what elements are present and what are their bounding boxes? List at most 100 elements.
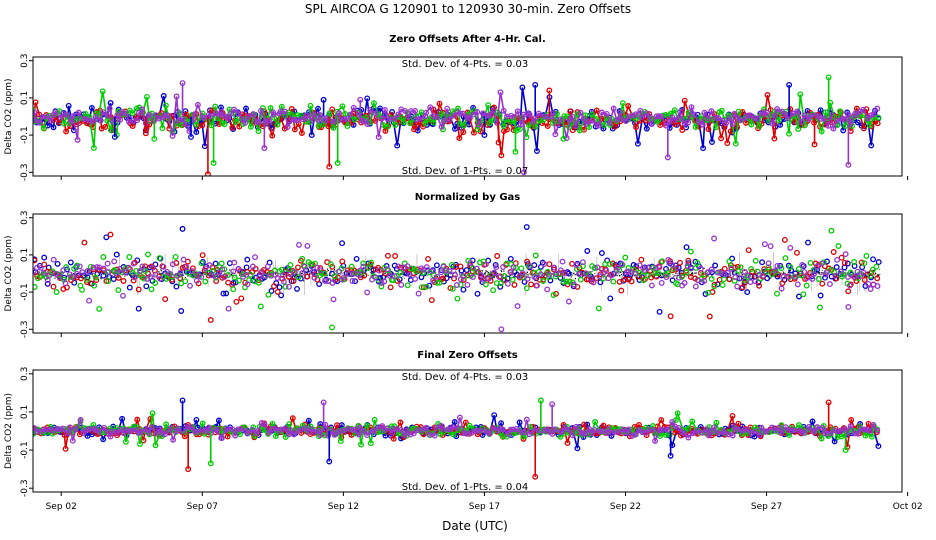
data-point xyxy=(460,272,467,279)
data-point xyxy=(434,113,441,120)
data-point xyxy=(266,117,272,124)
data-point xyxy=(874,283,881,290)
data-point xyxy=(608,432,615,439)
data-point xyxy=(25,117,30,122)
baseline-point xyxy=(351,273,353,275)
data-point xyxy=(18,277,23,282)
baseline-point xyxy=(614,270,616,272)
data-point xyxy=(609,260,616,267)
data-point xyxy=(875,259,882,266)
data-point xyxy=(41,261,48,268)
data-point xyxy=(25,274,30,279)
baseline-point xyxy=(329,274,331,277)
data-point xyxy=(541,261,548,267)
data-point xyxy=(564,440,571,447)
baseline-point xyxy=(739,274,741,276)
data-point xyxy=(90,422,97,428)
data-point xyxy=(819,280,826,287)
baseline-point xyxy=(309,273,311,275)
baseline-point xyxy=(703,267,705,269)
data-point xyxy=(845,288,852,295)
data-point xyxy=(129,110,136,117)
spike-point xyxy=(523,224,530,230)
data-point xyxy=(105,268,112,275)
data-point xyxy=(100,254,107,260)
baseline-point xyxy=(741,274,743,276)
baseline-point xyxy=(879,273,881,276)
data-point xyxy=(504,126,510,133)
data-point xyxy=(274,275,281,281)
data-point xyxy=(57,114,64,121)
baseline-point xyxy=(485,270,487,272)
data-point xyxy=(747,112,754,119)
baseline-point xyxy=(342,272,344,274)
data-point xyxy=(25,279,30,284)
data-point xyxy=(745,112,752,119)
data-point xyxy=(571,281,577,288)
data-point xyxy=(801,112,808,119)
spike-point xyxy=(512,148,519,155)
data-point xyxy=(20,108,25,113)
data-point xyxy=(422,120,429,127)
data-point xyxy=(329,279,336,286)
data-point xyxy=(18,267,23,272)
data-point xyxy=(395,263,402,270)
baseline-point xyxy=(378,269,381,271)
data-point xyxy=(94,264,100,271)
data-point xyxy=(550,120,556,127)
data-point xyxy=(423,109,430,116)
data-point xyxy=(113,251,120,258)
data-point xyxy=(133,267,140,274)
data-point xyxy=(63,264,70,271)
x-tick-label: Sep 12 xyxy=(328,502,359,512)
data-point xyxy=(100,272,107,279)
data-point xyxy=(597,279,604,286)
data-point xyxy=(600,125,607,132)
data-point xyxy=(870,256,877,263)
data-point xyxy=(771,268,778,275)
data-point xyxy=(250,111,257,118)
data-point xyxy=(199,122,206,129)
data-point xyxy=(107,433,114,440)
data-point xyxy=(75,109,82,116)
data-point xyxy=(149,410,156,417)
data-point xyxy=(457,281,464,288)
baseline-point xyxy=(636,278,638,280)
baseline-point xyxy=(873,274,876,276)
data-point xyxy=(855,430,862,437)
data-point xyxy=(126,254,133,260)
data-point xyxy=(347,111,354,118)
spike-point xyxy=(786,81,793,88)
y-tick-label: 0.1 xyxy=(20,405,30,419)
baseline-point xyxy=(688,274,690,276)
data-point xyxy=(464,281,471,288)
data-point xyxy=(708,428,715,435)
data-point xyxy=(134,416,141,423)
panel-1: Zero Offsets After 4-Hr. Cal.-0.3-0.10.1… xyxy=(4,34,909,181)
std-dev-4pts: Std. Dev. of 4-Pts. = 0.03 xyxy=(402,372,528,383)
data-point xyxy=(364,289,371,296)
data-point xyxy=(834,117,841,124)
data-point xyxy=(772,427,779,434)
data-point xyxy=(687,248,694,255)
data-point xyxy=(281,108,288,115)
data-point xyxy=(705,115,712,122)
data-point xyxy=(422,113,429,120)
data-point xyxy=(774,262,781,269)
data-point xyxy=(603,267,610,274)
series-4 xyxy=(33,414,881,444)
data-point xyxy=(511,113,518,120)
data-point xyxy=(803,275,810,281)
data-point xyxy=(569,127,576,134)
data-point xyxy=(228,110,235,117)
data-point xyxy=(572,122,579,129)
data-point xyxy=(874,427,881,434)
data-point xyxy=(724,140,731,147)
data-point xyxy=(244,256,251,263)
data-point xyxy=(491,412,498,419)
data-point xyxy=(795,126,802,132)
data-point xyxy=(691,111,698,118)
data-point xyxy=(252,433,259,440)
data-point xyxy=(622,254,629,261)
data-point xyxy=(692,283,699,290)
